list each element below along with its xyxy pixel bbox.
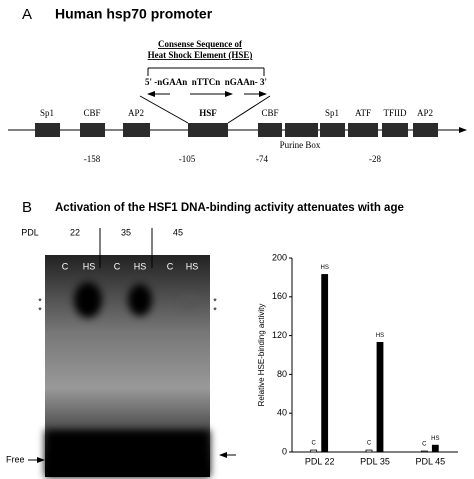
x-tick-label: PDL 22 <box>305 456 335 466</box>
element-label: AP2 <box>128 108 144 118</box>
pdl-value: 45 <box>173 227 183 237</box>
bar <box>376 341 384 453</box>
panel-letter: B <box>22 199 32 216</box>
promoter-boxes <box>35 123 438 137</box>
lane-label: C <box>167 261 174 271</box>
element-label: TFIID <box>384 108 407 118</box>
panel-letter: A <box>22 6 32 23</box>
bar-series-label: C <box>422 442 427 448</box>
lane-label: C <box>114 261 121 271</box>
position-label: -105 <box>179 154 196 164</box>
bar-series-label: HS <box>320 265 328 271</box>
bar-series-label: HS <box>431 436 439 442</box>
bar <box>365 449 373 453</box>
y-tick-label: 200 <box>272 252 287 262</box>
x-tick-label: PDL 45 <box>415 456 445 466</box>
lane-label: HS <box>83 261 96 271</box>
bar-chart: Relative HSE-binding activity 0 40 80 120 16… <box>257 252 458 466</box>
star: * <box>213 296 217 306</box>
y-axis-label: Relative HSE-binding activity <box>257 304 266 407</box>
position-label: -158 <box>84 154 101 164</box>
y-tick-label: 80 <box>277 369 287 379</box>
panel-title: Human hsp70 promoter <box>55 6 213 22</box>
position-label: -74 <box>256 154 268 164</box>
position-label: -28 <box>369 154 381 164</box>
pdl-value: 35 <box>121 227 131 237</box>
panel-a: A Human hsp70 promoter Consense Sequence… <box>8 6 467 164</box>
pdl-value: 22 <box>70 227 80 237</box>
panel-title: Activation of the HSF1 DNA-binding activ… <box>55 202 404 214</box>
y-tick-label: 0 <box>282 446 287 456</box>
lane-label: HS <box>186 261 199 271</box>
y-tick-label: 120 <box>272 330 287 340</box>
element-label: Sp1 <box>40 108 54 118</box>
y-tick-label: 160 <box>272 291 287 301</box>
free-label: Free <box>6 454 25 464</box>
bar-series-label: C <box>311 441 316 447</box>
gel: PDL 22 35 45 C HS C HS C HS * * * * Free <box>6 227 236 477</box>
bar <box>310 449 318 453</box>
sequence: 5' -nGAAn nTTCn nGAAn- 3' <box>145 77 267 87</box>
element-label: CBF <box>261 108 278 118</box>
star: * <box>38 305 42 315</box>
lane-label: C <box>62 261 69 271</box>
star: * <box>213 305 217 315</box>
lane-dividers <box>99 228 153 268</box>
purine-box-label: Purine Box <box>280 140 321 150</box>
element-label: Sp1 <box>325 108 339 118</box>
consensus-title: Heat Shock Element (HSE) <box>148 50 253 60</box>
bar <box>321 274 329 453</box>
bar-series-label: C <box>367 441 372 447</box>
star: * <box>38 296 42 306</box>
element-label: AP2 <box>417 108 433 118</box>
element-label: ATF <box>355 108 371 118</box>
element-label: HSF <box>199 108 217 118</box>
element-label: CBF <box>83 108 100 118</box>
bar-series-label: HS <box>376 333 384 339</box>
pdl-label: PDL <box>21 227 39 237</box>
consensus-title: Consense Sequence of <box>158 39 243 49</box>
x-tick-label: PDL 35 <box>360 456 390 466</box>
y-tick-label: 40 <box>277 408 287 418</box>
gel-bands <box>45 282 210 477</box>
bar <box>431 444 439 453</box>
bar <box>420 450 428 453</box>
lane-label: HS <box>134 261 147 271</box>
